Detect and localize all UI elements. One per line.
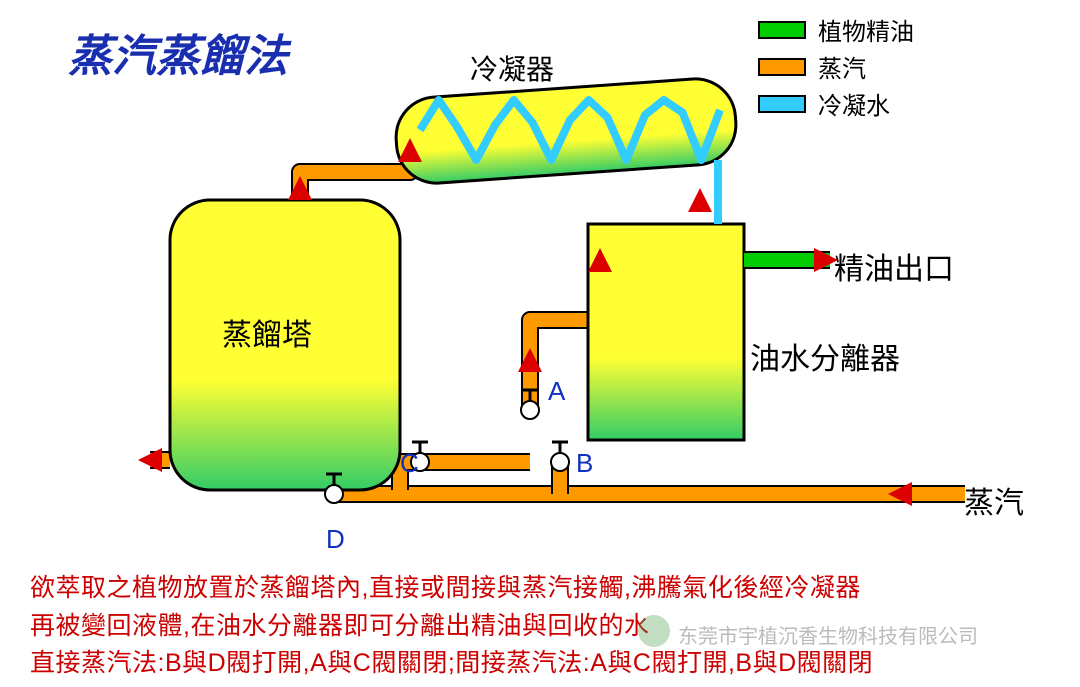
label-steam-in: 蒸汽 xyxy=(964,478,1024,522)
watermark-logo-icon xyxy=(638,615,670,647)
label-condenser: 冷凝器 xyxy=(470,48,554,88)
label-oil-outlet: 精油出口 xyxy=(834,244,954,288)
label-separator: 油水分離器 xyxy=(750,334,900,378)
label-tower: 蒸餾塔 xyxy=(222,310,312,354)
label-valve-a: A xyxy=(548,376,565,407)
watermark-text: 东莞市宇植沉香生物科技有限公司 xyxy=(678,620,978,649)
label-valve-b: B xyxy=(576,448,593,479)
label-valve-c: C xyxy=(400,448,419,479)
label-valve-d: D xyxy=(326,524,345,555)
description-line-2: 再被變回液體,在油水分離器即可分離出精油與回收的水 xyxy=(30,608,649,646)
description-line-3: 直接蒸汽法:B與D閥打開,A與C閥關閉;間接蒸汽法:A與C閥打開,B與D閥關閉 xyxy=(30,645,873,683)
vessels xyxy=(170,76,744,490)
description-line-1: 欲萃取之植物放置於蒸餾塔內,直接或間接與蒸汽接觸,沸騰氣化後經冷凝器 xyxy=(30,570,861,608)
